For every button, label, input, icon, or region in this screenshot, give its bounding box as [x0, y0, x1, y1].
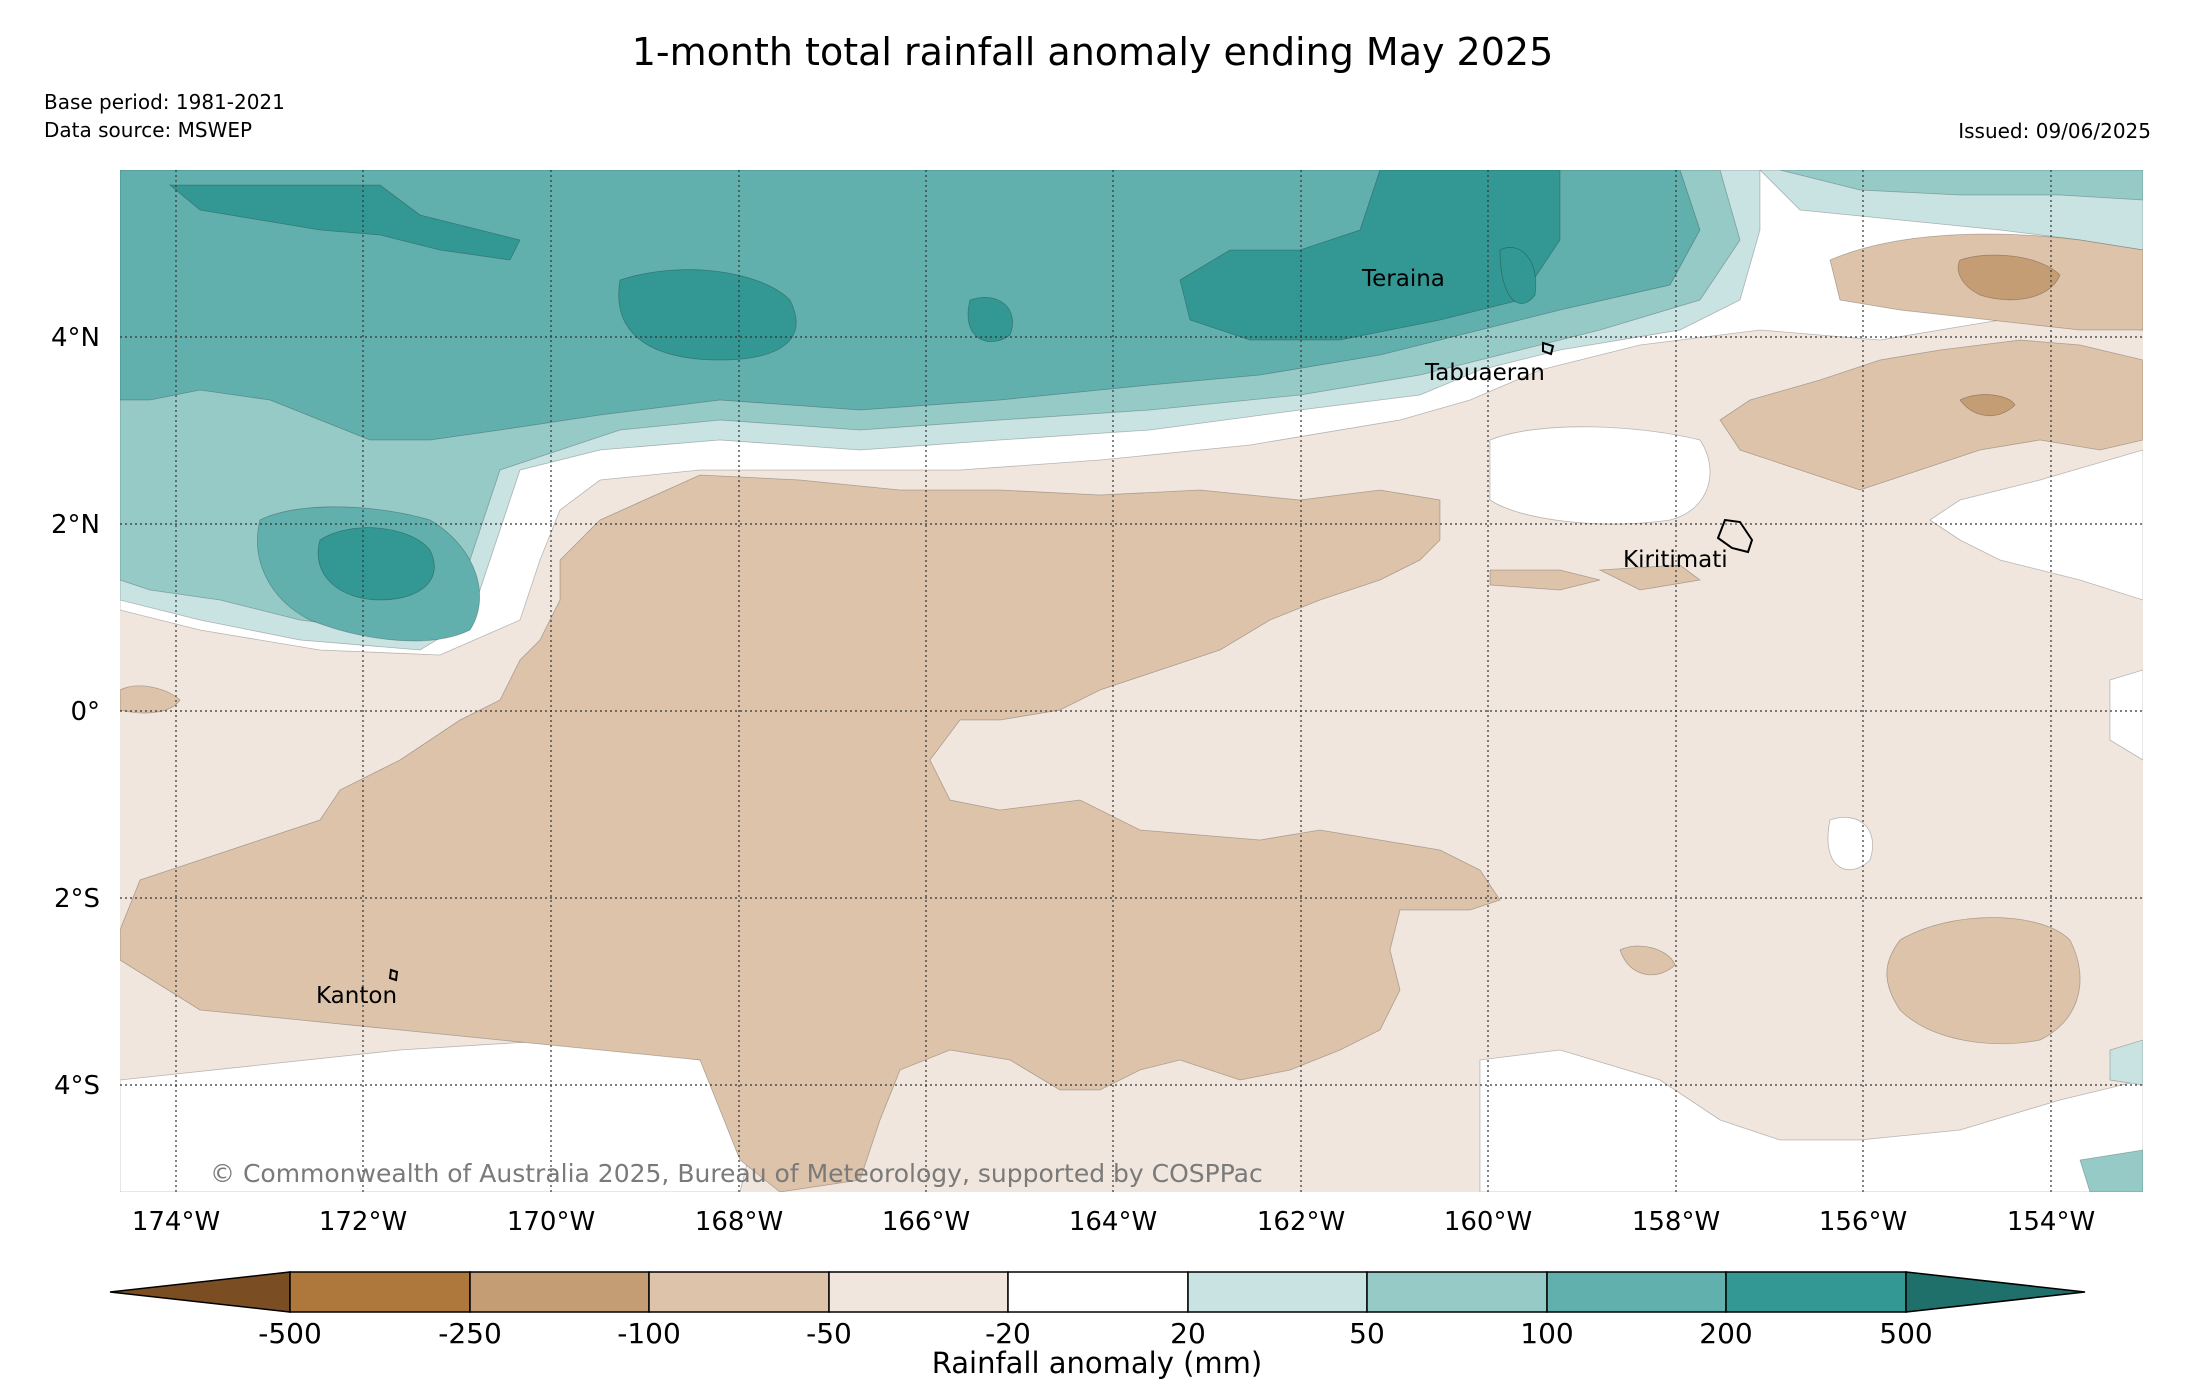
region-neg100-neg50-ne — [1719, 339, 2143, 491]
map-field: © Commonwealth of Australia 2025, Bureau… — [120, 170, 2143, 1192]
region-p200-500-c — [168, 184, 521, 261]
region-p200-500-e — [967, 297, 1013, 343]
place-tabuaeran: Tabuaeran — [1424, 360, 1545, 386]
region-p200-500-d — [317, 527, 435, 601]
copyright-notice: © Commonwealth of Australia 2025, Bureau… — [210, 1159, 1263, 1188]
region-neg100-neg50-small-b — [1489, 569, 1601, 591]
colorbar-swatch-1 — [289, 1271, 471, 1313]
island-outlines — [388, 341, 1754, 982]
colorbar-tick-label: 200 — [1699, 1317, 1752, 1350]
region-p50-100-ne — [1779, 170, 2143, 201]
region-p200-500-a — [1179, 170, 1561, 341]
region-neg20-20-se — [1929, 449, 2143, 601]
colorbar-swatch-7 — [1366, 1271, 1548, 1313]
map-metadata: Base period: 1981-2021 Data source: MSWE… — [44, 88, 285, 144]
region-neg20-20-sa — [2109, 669, 2143, 761]
colorbar-swatch-2 — [469, 1271, 650, 1313]
colorbar-swatch-3 — [648, 1271, 830, 1313]
lon-label-156w: 156°W — [1819, 1207, 1907, 1237]
lon-label-168w: 168°W — [695, 1207, 783, 1237]
lat-label-4n: 4°N — [51, 323, 100, 353]
colorbar-tick-label: 20 — [1170, 1317, 1206, 1350]
colorbar-tick-label: 100 — [1520, 1317, 1573, 1350]
colorbar-tick-label: 500 — [1879, 1317, 1932, 1350]
colorbar-tick-label: -20 — [985, 1317, 1031, 1350]
latitude-labels: 4°N 2°N 0° 2°S 4°S — [51, 323, 100, 1101]
lon-label-154w: 154°W — [2007, 1207, 2095, 1237]
region-p50-100-se — [2079, 1149, 2143, 1192]
longitude-labels: 174°W 172°W 170°W 168°W 166°W 164°W 162°… — [132, 1207, 2095, 1237]
lon-label-160w: 160°W — [1444, 1207, 1532, 1237]
kanton-island — [388, 968, 399, 982]
base-period: Base period: 1981-2021 — [44, 90, 285, 114]
colorbar-tick-label: -250 — [438, 1317, 502, 1350]
colorbar-swatch-8 — [1546, 1271, 1727, 1313]
region-neg100-neg50-small-c — [1598, 564, 1701, 591]
colorbar-upper-extension — [1905, 1271, 2086, 1313]
lat-label-4s: 4°S — [54, 1071, 100, 1101]
place-kiritimati: Kiritimati — [1623, 547, 1728, 573]
lon-label-164w: 164°W — [1069, 1207, 1157, 1237]
place-labels: Teraina Tabuaeran Kiritimati Kanton — [316, 266, 1728, 1009]
colorbar-tick-label: -500 — [258, 1317, 322, 1350]
graticule — [120, 170, 2143, 1192]
region-neg250-neg100-b — [1959, 394, 2016, 417]
data-source: Data source: MSWEP — [44, 118, 253, 142]
colorbar-swatch-9 — [1725, 1271, 1907, 1313]
lon-label-174w: 174°W — [132, 1207, 220, 1237]
colorbar-swatch-6 — [1187, 1271, 1368, 1313]
place-kanton: Kanton — [316, 983, 397, 1009]
region-p20-50-se — [2109, 1039, 2143, 1086]
lat-label-2n: 2°N — [51, 510, 100, 540]
place-teraina: Teraina — [1361, 266, 1445, 292]
region-p100-200 — [120, 170, 1701, 441]
lon-label-158w: 158°W — [1632, 1207, 1720, 1237]
lon-label-172w: 172°W — [319, 1207, 407, 1237]
lat-label-0: 0° — [70, 697, 100, 727]
region-neg20-20-east — [1489, 426, 1711, 525]
lat-label-2s: 2°S — [54, 884, 100, 914]
region-neg100-neg50-se — [1886, 917, 2081, 1045]
region-neg100-neg50-small-a — [1619, 945, 1676, 976]
region-p200-500-f — [1499, 247, 1537, 304]
colorbar-tick-label: -100 — [617, 1317, 681, 1350]
colorbar — [109, 1271, 2086, 1313]
colorbar-tick-label: 50 — [1349, 1317, 1385, 1350]
colorbar-ticks: -500 -250 -100 -50 -20 20 50 100 200 500 — [258, 1317, 1933, 1350]
lon-label-170w: 170°W — [507, 1207, 595, 1237]
colorbar-lower-extension — [109, 1271, 291, 1313]
tabuaeran-island — [1542, 341, 1555, 356]
kiritimati-island — [1716, 518, 1754, 554]
colorbar-title: Rainfall anomaly (mm) — [932, 1346, 1263, 1380]
colorbar-tick-label: -50 — [806, 1317, 852, 1350]
map-title: 1-month total rainfall anomaly ending Ma… — [631, 30, 1554, 74]
colorbar-swatch-5 — [1007, 1271, 1189, 1313]
region-neg100-neg50-west — [120, 685, 181, 714]
colorbar-swatch-4 — [828, 1271, 1009, 1313]
region-neg250-neg100-a — [1957, 254, 2061, 301]
issued-date: Issued: 09/06/2025 — [1958, 119, 2151, 143]
region-neg100-neg50-main — [120, 474, 1501, 1192]
lon-label-162w: 162°W — [1257, 1207, 1345, 1237]
region-neg20-20-small — [1827, 817, 1873, 870]
lon-label-166w: 166°W — [882, 1207, 970, 1237]
